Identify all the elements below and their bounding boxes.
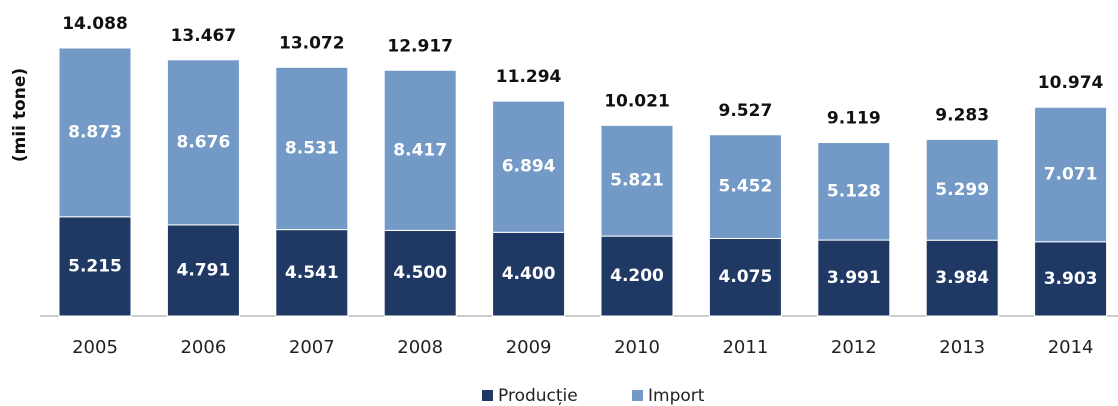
total-label: 9.283 [935,105,989,125]
bar-segment [600,235,674,317]
legend-swatch [482,390,493,401]
bar-segment [58,216,132,317]
x-tick-label: 2014 [1048,337,1094,358]
value-label: 5.452 [719,177,773,197]
x-tick-label: 2005 [72,337,118,358]
bar-segment [600,124,674,237]
value-label: 8.676 [177,132,231,152]
legend-label: Import [648,386,705,406]
value-label: 5.128 [827,181,881,201]
value-label: 4.500 [393,263,447,283]
x-tick-label: 2011 [722,337,768,358]
value-label: 6.894 [502,157,556,177]
x-tick-label: 2009 [506,337,552,358]
bar-segment [58,47,132,218]
value-label: 5.299 [935,180,989,200]
bar-segment [708,237,782,317]
x-tick-label: 2008 [397,337,443,358]
bar-segment [383,69,457,231]
total-label: 9.527 [719,101,773,121]
total-label: 12.917 [387,36,453,56]
bar-segment [275,229,349,317]
value-label: 8.417 [393,140,447,160]
total-label: 14.088 [62,14,128,34]
value-label: 4.075 [719,267,773,287]
value-label: 5.215 [68,256,122,276]
value-label: 4.200 [610,266,664,286]
bar-segment [275,66,349,231]
value-label: 7.071 [1044,164,1098,184]
value-label: 4.541 [285,263,339,283]
value-label: 4.400 [502,264,556,284]
total-label: 9.119 [827,109,881,129]
value-label: 4.791 [177,260,231,280]
value-label: 5.821 [610,171,664,191]
total-label: 11.294 [496,67,562,87]
bar-segment [1034,241,1108,317]
x-tick-label: 2006 [180,337,226,358]
total-label: 10.974 [1038,73,1104,93]
x-tick-label: 2013 [939,337,985,358]
total-label: 13.072 [279,33,345,53]
bar-segment [817,142,891,241]
value-label: 3.903 [1044,269,1098,289]
x-tick-label: 2007 [289,337,335,358]
legend-label: Producție [498,386,578,406]
x-tick-label: 2010 [614,337,660,358]
bar-segment [925,239,999,317]
value-label: 3.991 [827,268,881,288]
total-label: 13.467 [171,26,237,46]
y-axis-label: (mii tone) [10,68,30,162]
bar-segment [166,59,240,226]
bar-segment [817,239,891,317]
value-label: 3.984 [935,268,989,288]
bar-segment [708,134,782,239]
value-label: 8.873 [68,122,122,142]
total-label: 10.021 [604,91,670,111]
bar-segment [492,231,566,317]
bar-segment [1034,106,1108,243]
x-tick-label: 2012 [831,337,877,358]
legend-swatch [632,390,643,401]
bar-segment [383,229,457,317]
bar-segment [925,138,999,241]
bar-segment [492,100,566,233]
value-label: 8.531 [285,138,339,158]
